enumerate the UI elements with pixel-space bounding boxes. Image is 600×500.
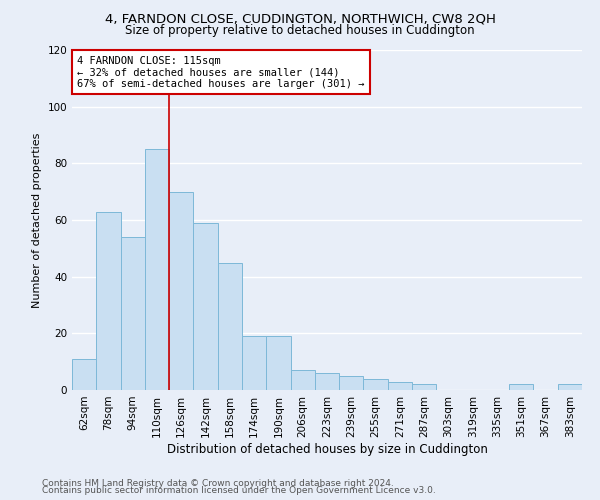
- Bar: [193, 223, 218, 390]
- Text: 4 FARNDON CLOSE: 115sqm
← 32% of detached houses are smaller (144)
67% of semi-d: 4 FARNDON CLOSE: 115sqm ← 32% of detache…: [77, 56, 364, 89]
- Bar: [266, 336, 290, 390]
- Bar: [169, 192, 193, 390]
- Bar: [72, 359, 96, 390]
- Y-axis label: Number of detached properties: Number of detached properties: [32, 132, 42, 308]
- Text: 4, FARNDON CLOSE, CUDDINGTON, NORTHWICH, CW8 2QH: 4, FARNDON CLOSE, CUDDINGTON, NORTHWICH,…: [104, 12, 496, 26]
- Bar: [412, 384, 436, 390]
- Bar: [364, 378, 388, 390]
- Bar: [339, 376, 364, 390]
- Bar: [121, 237, 145, 390]
- Text: Contains HM Land Registry data © Crown copyright and database right 2024.: Contains HM Land Registry data © Crown c…: [42, 478, 394, 488]
- Bar: [242, 336, 266, 390]
- Bar: [509, 384, 533, 390]
- Bar: [96, 212, 121, 390]
- Bar: [315, 373, 339, 390]
- Text: Contains public sector information licensed under the Open Government Licence v3: Contains public sector information licen…: [42, 486, 436, 495]
- Text: Size of property relative to detached houses in Cuddington: Size of property relative to detached ho…: [125, 24, 475, 37]
- Bar: [388, 382, 412, 390]
- Bar: [218, 262, 242, 390]
- Bar: [145, 149, 169, 390]
- X-axis label: Distribution of detached houses by size in Cuddington: Distribution of detached houses by size …: [167, 442, 487, 456]
- Bar: [290, 370, 315, 390]
- Bar: [558, 384, 582, 390]
